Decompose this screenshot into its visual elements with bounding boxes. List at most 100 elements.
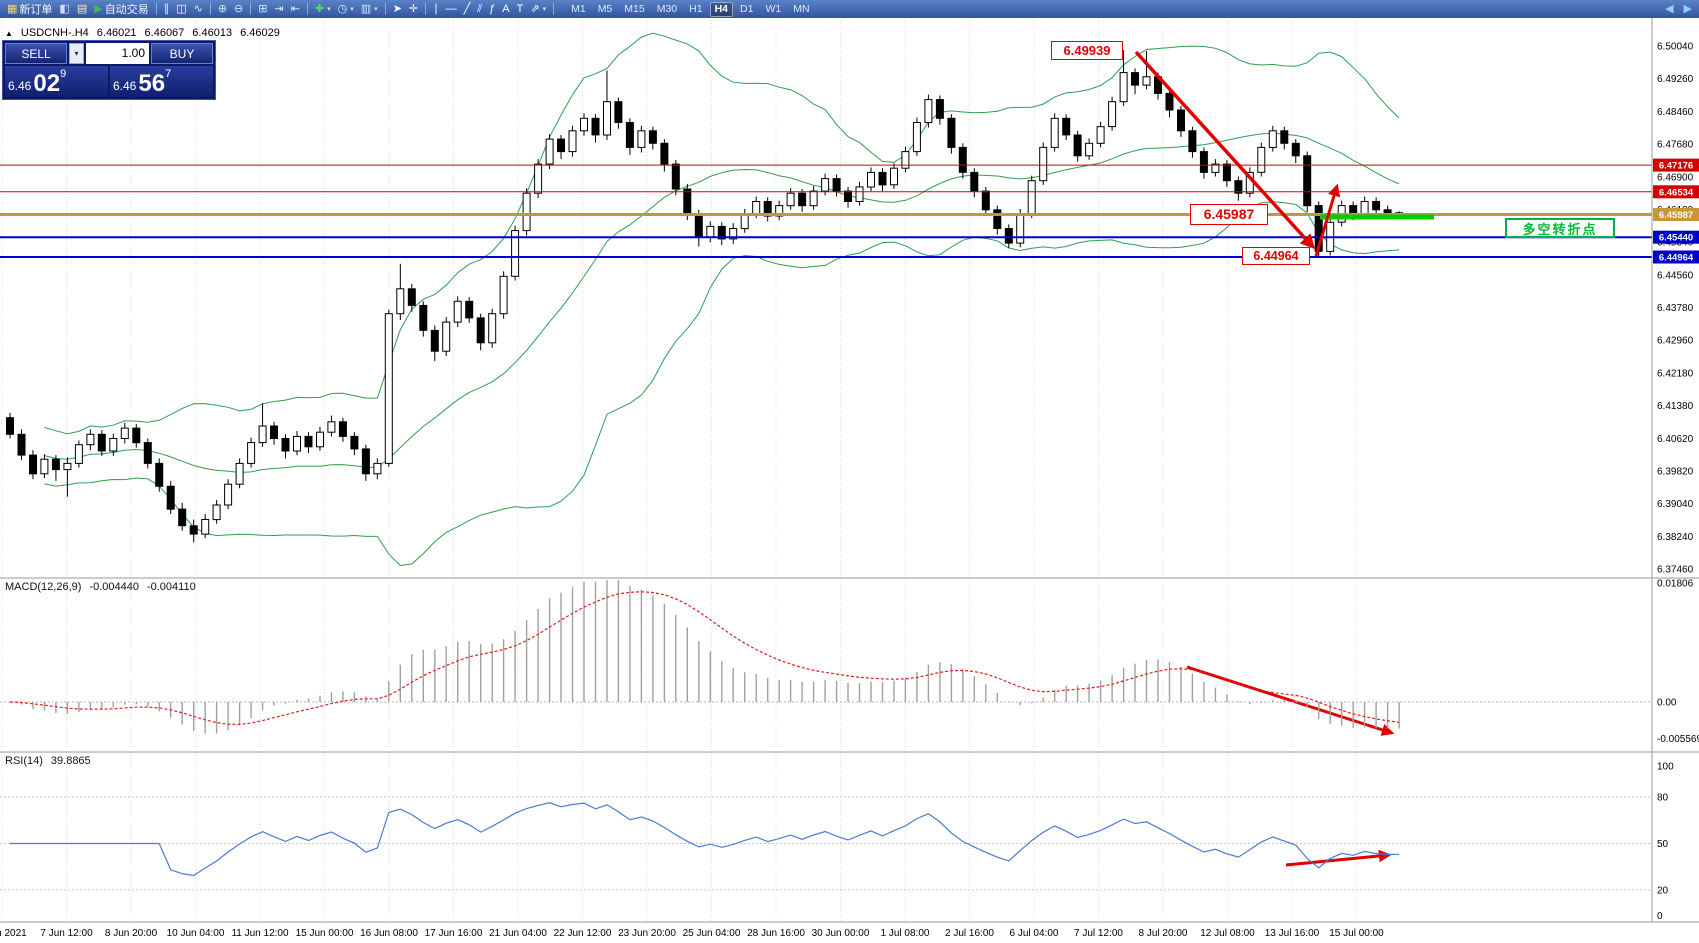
label-button[interactable]: T (514, 1, 527, 17)
scroll-forward-icon[interactable]: ▶ (1681, 1, 1695, 17)
bar-chart-button[interactable]: ∥ (161, 1, 173, 17)
new-order-button[interactable]: ▦ 新订单 (4, 1, 55, 17)
auto-scroll-icon: ⇥ (274, 3, 284, 15)
level-lines[interactable] (0, 164, 1652, 259)
timeframe-mn[interactable]: MN (788, 2, 814, 17)
horizontal-line-button[interactable]: ― (443, 1, 460, 17)
svg-text:0.01806: 0.01806 (1657, 579, 1694, 590)
zoom-in-button[interactable]: ⊕ (215, 1, 230, 17)
volume-dropdown[interactable]: ▾ (69, 43, 84, 64)
vertical-line-icon: ∣ (433, 3, 439, 15)
buy-button[interactable]: BUY (151, 43, 213, 64)
price-axis[interactable]: 6.500406.492606.484606.476806.469006.461… (1653, 42, 1699, 576)
timeframe-h1[interactable]: H1 (684, 2, 707, 17)
label-icon: T (516, 3, 524, 15)
toolbar: ▦ 新订单 ◧ ▤ ▶ 自动交易 ∥ ◫ ∿ ⊕ ⊖ ⊞ ⇥ ⇤ ✚ ▾ ◷ ▾ ▥ ▾ ➤ ✛ ∣ ― ╱ ⫽ ƒ A T ⇗ ▾ M1 M5… (0, 0, 1699, 18)
volume-input[interactable]: 1.00 (86, 43, 149, 64)
support-price-label[interactable]: 6.44964 (1242, 247, 1310, 265)
periods-button[interactable]: ◷ ▾ (335, 1, 357, 17)
tile-windows-button[interactable]: ⊞ (255, 1, 270, 17)
svg-text:22 Jun 12:00: 22 Jun 12:00 (554, 928, 612, 939)
svg-text:100: 100 (1657, 762, 1674, 773)
timeframe-m5[interactable]: M5 (593, 2, 618, 17)
toolbar-separator (155, 3, 157, 15)
svg-text:6.42180: 6.42180 (1657, 368, 1694, 379)
svg-text:8 Jun 20:00: 8 Jun 20:00 (105, 928, 158, 939)
macd-value-main: -0.004440 (89, 581, 139, 593)
svg-text:6.44560: 6.44560 (1657, 270, 1694, 281)
time-axis[interactable]: 7 Jun 2021 7 Jun 12:00 8 Jun 20:00 10 Jun 0… (0, 928, 1384, 939)
ohlc-open: 6.46021 (96, 27, 137, 39)
svg-text:13 Jul 16:00: 13 Jul 16:00 (1265, 928, 1320, 939)
autotrading-button[interactable]: ▶ 自动交易 (91, 1, 151, 17)
chevron-down-icon: ▾ (374, 6, 378, 13)
svg-text:0.00: 0.00 (1657, 698, 1677, 709)
peak-price-label[interactable]: 6.49939 (1051, 41, 1123, 60)
svg-text:6.47680: 6.47680 (1657, 140, 1694, 151)
chart-shift-icon: ⇤ (290, 3, 300, 15)
channel-button[interactable]: ⫽ (474, 1, 485, 17)
auto-scroll-button[interactable]: ⇥ (271, 1, 286, 17)
candlestick-chart-button[interactable]: ◫ (173, 1, 189, 17)
toolbar-separator (209, 3, 211, 15)
scroll-back-icon[interactable]: ◀ (1662, 1, 1676, 17)
sell-button[interactable]: SELL (5, 43, 67, 64)
line-chart-button[interactable]: ∿ (191, 1, 206, 17)
buy-price-display[interactable]: 6.46 56 7 (110, 66, 213, 97)
templates-button[interactable]: ▥ ▾ (358, 1, 381, 17)
timeframe-w1[interactable]: W1 (760, 2, 786, 17)
svg-text:7 Jun 2021: 7 Jun 2021 (0, 928, 27, 939)
svg-text:6.47176: 6.47176 (1659, 161, 1693, 172)
zoom-out-icon: ⊖ (234, 3, 244, 15)
autotrading-icon: ▶ (94, 3, 103, 15)
trendline-button[interactable]: ╱ (461, 1, 474, 17)
svg-text:15 Jun 00:00: 15 Jun 00:00 (296, 928, 354, 939)
svg-text:6.41380: 6.41380 (1657, 401, 1694, 412)
indicators-button[interactable]: ✚ ▾ (312, 1, 334, 17)
timeframe-h4[interactable]: H4 (709, 1, 734, 17)
timeframe-m30[interactable]: M30 (652, 2, 682, 17)
symbol-marker-icon: ▲ (5, 28, 13, 38)
timeframe-d1[interactable]: D1 (735, 2, 758, 17)
chart-shift-button[interactable]: ⇤ (288, 1, 303, 17)
new-order-icon: ▦ (7, 3, 18, 15)
autotrading-button-label: 自动交易 (104, 4, 149, 16)
arrows-button[interactable]: ⇗ ▾ (527, 1, 549, 17)
pivot-price-label[interactable]: 6.45987 (1190, 204, 1268, 225)
symbol-timeframe: USDCNH-.H4 (20, 27, 89, 39)
macd-panel: 0.01806 0.00 -0.005569 (0, 579, 1699, 745)
cursor-button[interactable]: ➤ (390, 1, 405, 17)
vertical-line-button[interactable]: ∣ (430, 1, 442, 17)
chart-background (0, 18, 1699, 943)
svg-text:6.37460: 6.37460 (1657, 565, 1694, 576)
svg-text:20: 20 (1657, 886, 1669, 897)
trendline-icon: ╱ (463, 3, 471, 15)
chevron-down-icon: ▾ (542, 6, 547, 13)
text-icon: A (502, 3, 510, 15)
text-button[interactable]: A (499, 1, 512, 17)
trend-arrows[interactable] (1134, 50, 1395, 867)
profiles-icon[interactable]: ▤ (74, 1, 90, 17)
svg-text:6.43780: 6.43780 (1657, 303, 1694, 314)
sell-price-big-figure: 6.46 (8, 79, 32, 93)
turning-point-label[interactable]: 多空转折点 (1505, 218, 1615, 238)
chart-window-icon[interactable]: ◧ (56, 1, 72, 17)
svg-text:6.46534: 6.46534 (1659, 187, 1694, 198)
svg-text:6.44964: 6.44964 (1659, 253, 1694, 264)
svg-text:10 Jun 04:00: 10 Jun 04:00 (167, 928, 225, 939)
timeframe-m1[interactable]: M1 (566, 2, 591, 17)
crosshair-button[interactable]: ✛ (406, 1, 421, 17)
svg-text:2 Jul 16:00: 2 Jul 16:00 (945, 928, 994, 939)
rsi-name: RSI(14) (5, 755, 43, 767)
timeframe-m15[interactable]: M15 (619, 2, 649, 17)
svg-text:6.45440: 6.45440 (1659, 233, 1693, 244)
sell-price-display[interactable]: 6.46 02 9 (5, 66, 108, 97)
zoom-out-button[interactable]: ⊖ (231, 1, 246, 17)
svg-text:50: 50 (1657, 839, 1669, 850)
svg-text:12 Jul 08:00: 12 Jul 08:00 (1200, 928, 1255, 939)
buy-price-point: 7 (165, 68, 172, 80)
rsi-indicator-label: RSI(14) 39.8865 (5, 755, 91, 767)
tile-windows-icon: ⊞ (258, 3, 268, 15)
fibonacci-button[interactable]: ƒ (486, 1, 498, 17)
